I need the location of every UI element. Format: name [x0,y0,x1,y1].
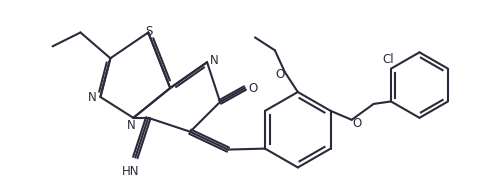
Text: O: O [275,68,284,81]
Text: O: O [352,117,362,130]
Text: S: S [146,25,153,38]
Text: Cl: Cl [382,53,394,66]
Text: HN: HN [121,165,139,178]
Text: N: N [127,119,136,132]
Text: N: N [210,54,218,67]
Text: N: N [88,92,97,105]
Text: O: O [248,82,257,95]
